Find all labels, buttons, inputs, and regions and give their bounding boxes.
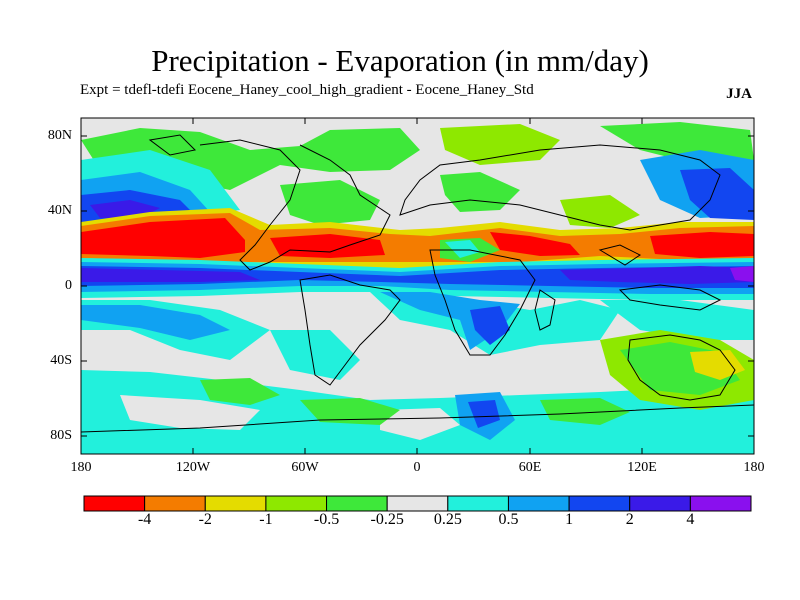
lat-label-40n: 40N (47, 203, 72, 218)
field-patch (200, 378, 280, 405)
lon-label-120w: 120W (175, 460, 211, 475)
colorbar-box (568, 495, 631, 512)
colorbar-label: -4 (137, 511, 152, 528)
field-patch (690, 350, 745, 380)
colorbar-box (386, 495, 449, 512)
coastlines (81, 134, 754, 433)
chart-title: Precipitation - Evaporation (in mm/day) (151, 43, 649, 78)
colorbar-box (265, 495, 328, 512)
colorbar-label: 1 (565, 511, 574, 528)
colorbar-box (507, 495, 570, 512)
colorbar-box (326, 495, 388, 512)
field-patch (81, 213, 754, 262)
field-patch (600, 300, 754, 340)
colorbar-box (447, 495, 509, 512)
field-patch (440, 172, 520, 212)
colorbar (83, 495, 752, 512)
colorbar-label: 2 (625, 511, 634, 528)
lon-label-120e: 120E (627, 460, 657, 475)
season-label: JJA (726, 86, 752, 102)
field-patch (650, 232, 754, 258)
colorbar-box (629, 495, 691, 512)
field-patch (490, 232, 580, 256)
colorbar-box (144, 495, 206, 512)
field-patch (680, 168, 754, 220)
lat-label-80n: 80N (47, 128, 72, 143)
field-patch (380, 408, 460, 440)
lat-label-80s: 80S (50, 428, 72, 443)
field-patch (730, 266, 754, 282)
lon-label-60e: 60E (518, 460, 542, 475)
colorbar-box (83, 495, 146, 512)
colorbar-box (204, 495, 267, 512)
field-patch (270, 234, 385, 258)
field-patch (280, 180, 380, 225)
lat-label-40s: 40S (50, 353, 72, 368)
colorbar-label: 0.25 (433, 511, 462, 528)
colorbar-label: 4 (686, 511, 695, 528)
lon-ticks (192, 118, 643, 454)
field-patch (120, 395, 260, 430)
colorbar-box (689, 495, 752, 512)
colorbar-label: -2 (198, 511, 212, 528)
lon-label-60w: 60W (291, 460, 319, 475)
lat-ticks (81, 135, 754, 437)
field-patch (470, 306, 510, 345)
field-patch (540, 398, 630, 425)
field-patch (440, 124, 560, 165)
lon-label-0: 0 (413, 460, 421, 475)
lat-label-equator: 0 (65, 278, 72, 293)
colorbar-label: -0.25 (370, 511, 404, 528)
field-patch (300, 398, 400, 425)
field-patch (81, 218, 245, 258)
field-patch (81, 305, 230, 340)
lon-label-180-east: 180 (743, 460, 765, 475)
field-patch (81, 268, 260, 282)
colorbar-label: -0.5 (313, 511, 340, 528)
field-patch (560, 266, 754, 284)
field-patch (270, 330, 360, 380)
lon-label-180-west: 180 (70, 460, 92, 475)
experiment-subtitle: Expt = tdefl-tdefi Eocene_Haney_cool_hig… (80, 82, 534, 98)
colorbar-label: 0.5 (498, 511, 519, 528)
field-patch (445, 240, 480, 258)
field-patch (468, 400, 500, 428)
colorbar-label: -1 (259, 511, 273, 528)
map-field (81, 118, 754, 454)
